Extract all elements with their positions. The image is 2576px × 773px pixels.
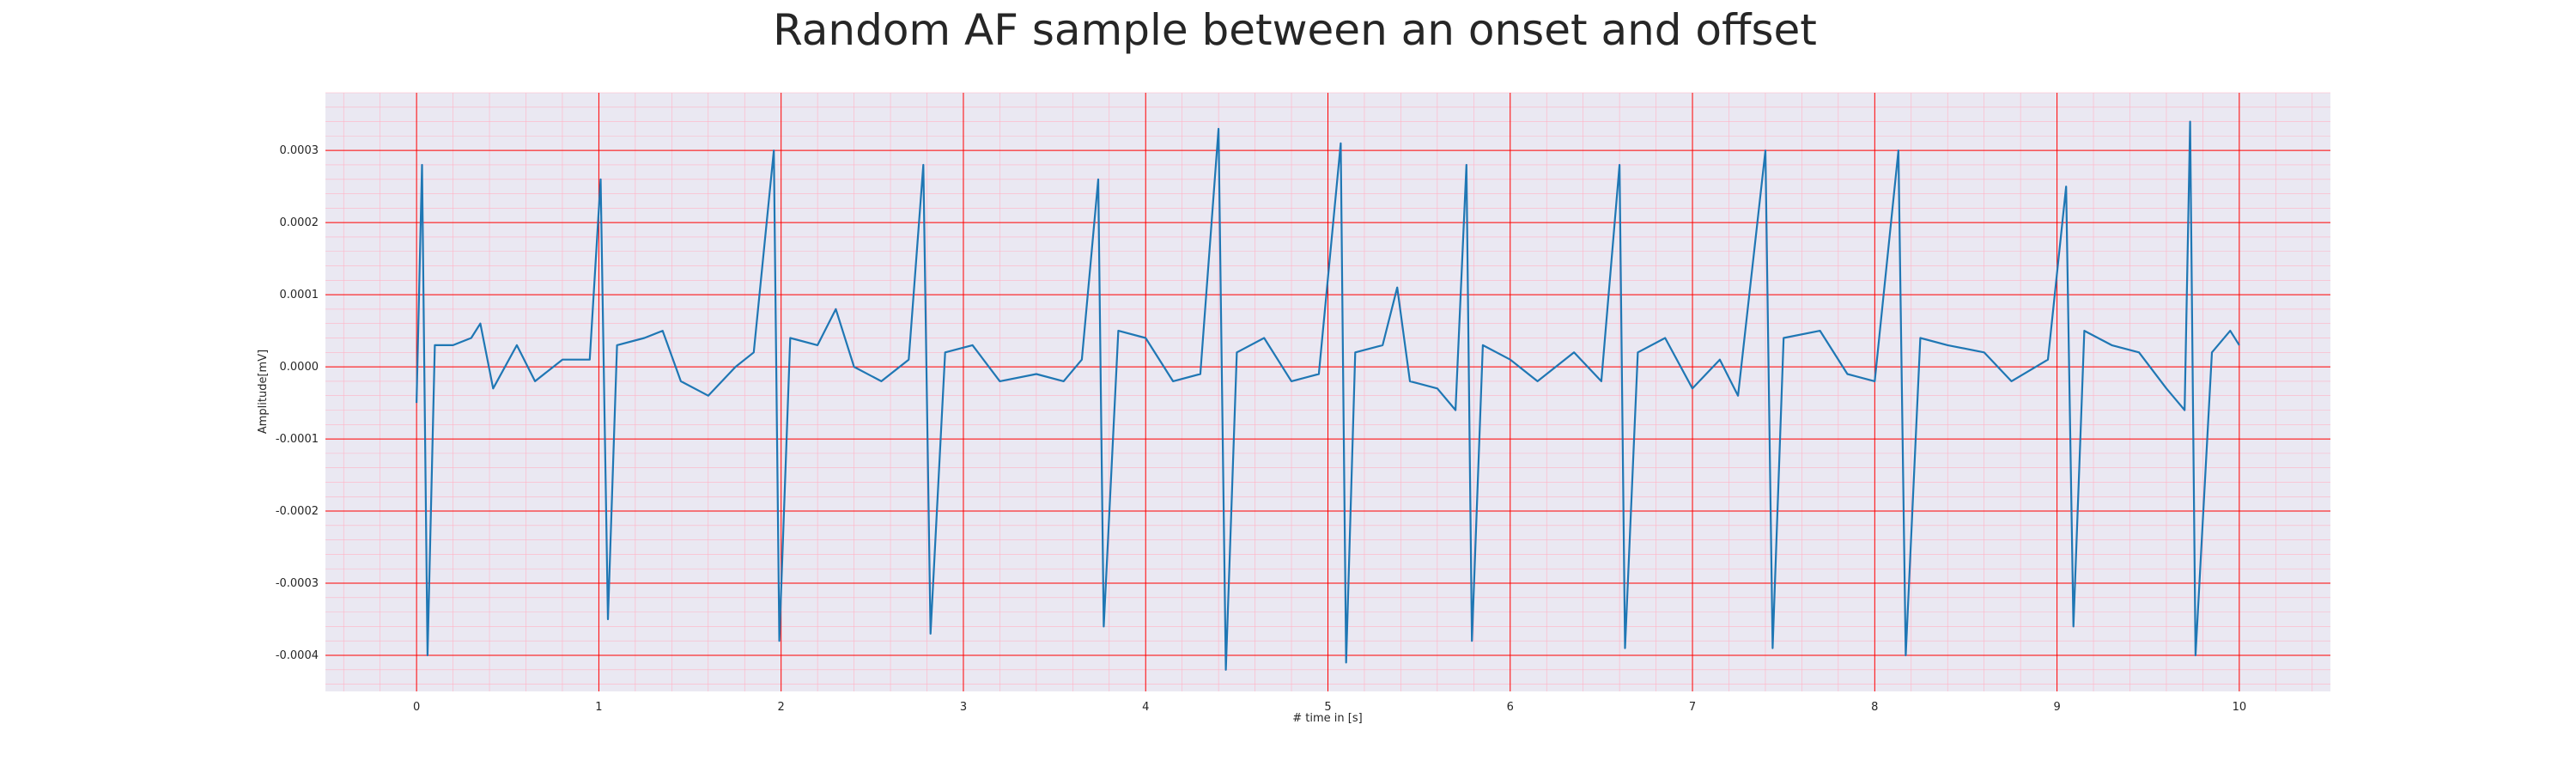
series-group — [416, 120, 2240, 671]
ecg-signal-line — [416, 120, 2240, 671]
x-tick-label: 9 — [2053, 701, 2060, 714]
x-tick-label: 6 — [1507, 701, 1514, 714]
x-axis-label: # time in [s] — [1292, 712, 1362, 725]
y-axis-ticks: 0.0003 0.0002 0.0001 0.0000 -0.0001 -0.0002 -0… — [276, 144, 319, 662]
x-tick-label: 5 — [1324, 701, 1331, 714]
major-grid — [325, 93, 2330, 691]
x-tick-label: 0 — [413, 701, 420, 714]
y-tick-label: -0.0002 — [276, 505, 319, 518]
x-tick-label: 8 — [1871, 701, 1878, 714]
y-tick-label: 0.0003 — [280, 144, 319, 157]
y-axis-label: Amplitude[mV] — [257, 350, 270, 434]
x-tick-label: 7 — [1689, 701, 1696, 714]
x-tick-label: 10 — [2233, 701, 2247, 714]
y-tick-label: 0.0000 — [280, 361, 319, 374]
x-tick-label: 1 — [595, 701, 602, 714]
y-tick-label: 0.0002 — [280, 216, 319, 229]
x-tick-label: 2 — [778, 701, 785, 714]
y-tick-label: 0.0001 — [280, 289, 319, 301]
chart-title: Random AF sample between an onset and of… — [773, 5, 1817, 55]
y-tick-label: -0.0004 — [276, 649, 319, 662]
x-axis-ticks: 0 1 2 3 4 5 6 7 8 9 10 — [413, 701, 2246, 714]
y-tick-label: -0.0003 — [276, 577, 319, 590]
y-tick-label: -0.0001 — [276, 433, 319, 446]
x-tick-label: 4 — [1142, 701, 1149, 714]
x-tick-label: 3 — [960, 701, 967, 714]
